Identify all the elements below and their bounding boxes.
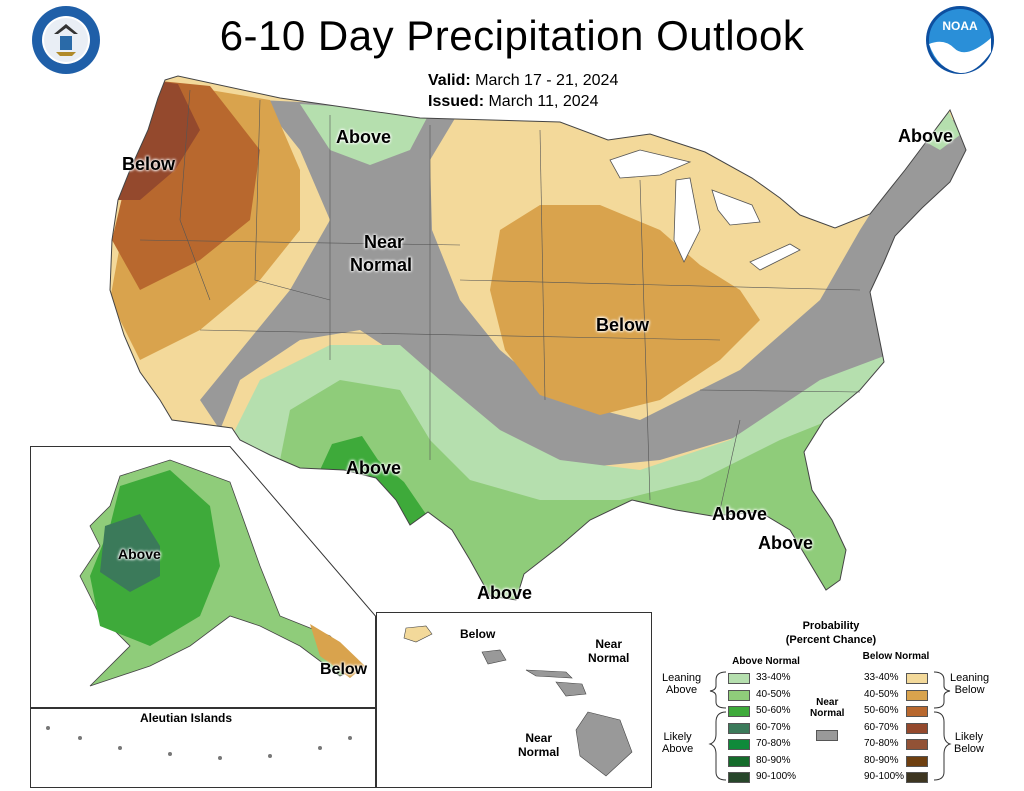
legend-leaning-above: Leaning Above: [662, 672, 702, 696]
legend-above-swatch: [728, 722, 750, 734]
label-above-southeast-2: Above: [758, 533, 814, 553]
legend-below-range-label: 80-90%: [864, 754, 899, 766]
legend-leaning-below: Leaning Below: [950, 672, 990, 696]
legend-above-swatch: [728, 689, 750, 701]
legend-below-range-label: 90-100%: [864, 771, 905, 782]
alaska-inset: [30, 446, 376, 708]
legend-below-range-label: 40-50%: [864, 688, 899, 700]
legend-above-range-label: 80-90%: [756, 754, 791, 766]
label-aleutian-islands: Aleutian Islands: [140, 711, 233, 725]
label-hawaii-near-normal-1: Near Normal: [588, 637, 630, 665]
legend-likely-above: Likely Above: [662, 731, 694, 755]
label-above-northeast: Above: [898, 126, 954, 146]
legend-braces-below: [933, 671, 952, 781]
legend-below-swatch: [906, 772, 928, 783]
legend-near-normal-label: Near Normal: [810, 697, 845, 719]
label-above-north: Above: [336, 127, 392, 147]
legend-above-swatch: [728, 739, 750, 750]
label-below-midwest: Below: [596, 315, 650, 335]
legend-subtitle: (Percent Chance): [785, 634, 877, 646]
label-above-southwest: Above: [346, 458, 402, 478]
legend-below-range-label: 33-40%: [864, 672, 899, 683]
legend-below-range-label: 60-70%: [864, 721, 899, 733]
legend-above-swatch: [728, 706, 750, 717]
legend-below-swatch: [906, 739, 928, 750]
legend-above-range-label: 50-60%: [756, 705, 791, 716]
legend-above-range-label: 60-70%: [756, 721, 791, 733]
legend-below-swatch: [906, 706, 928, 717]
legend-above-range-label: 40-50%: [756, 688, 791, 700]
legend-below-head: Below Normal: [862, 651, 930, 662]
legend-above-head: Above Normal: [732, 656, 800, 667]
map-title: 6-10 Day Precipitation Outlook: [219, 12, 805, 59]
legend-above-swatch: [728, 755, 750, 767]
legend-below-swatch: [906, 689, 928, 701]
legend-above-range-label: 90-100%: [756, 771, 797, 782]
legend-above-range-label: 33-40%: [756, 672, 791, 683]
legend-above-swatch: [728, 673, 750, 684]
legend-braces-above: [708, 671, 727, 781]
legend-below-range-label: 50-60%: [864, 705, 899, 716]
label-hawaii-near-normal-2: Near Normal: [518, 731, 560, 759]
commerce-seal-logo: [32, 6, 100, 74]
issued-label: Issued:: [428, 93, 485, 110]
legend-below-swatch: [906, 755, 928, 767]
label-near-normal-center: Near: [364, 232, 405, 252]
legend-near-normal-swatch: [816, 730, 838, 741]
legend-above-range-label: 70-80%: [756, 738, 791, 749]
noaa-logo-text: NOAA: [942, 19, 978, 33]
label-hawaii-below: Below: [460, 627, 496, 641]
issued-date: Issued: March 11, 2024: [428, 93, 598, 111]
label-below-northwest: Below: [122, 154, 176, 174]
aleutian-inset: [30, 708, 376, 788]
legend-likely-below: Likely Below: [954, 731, 984, 755]
legend-below-swatch: [906, 722, 928, 734]
valid-value: March 17 - 21, 2024: [475, 72, 619, 89]
label-near-normal-center-2: Normal: [350, 255, 413, 275]
legend-title: Probability: [802, 620, 860, 632]
label-alaska-above: Above: [118, 546, 161, 562]
label-above-southeast-1: Above: [712, 504, 768, 524]
label-above-gulf: Above: [477, 583, 533, 603]
hawaii-inset: [376, 612, 652, 788]
legend-below-swatch: [906, 673, 928, 684]
legend-below-range-label: 70-80%: [864, 738, 899, 749]
valid-label: Valid:: [428, 72, 471, 89]
label-alaska-below: Below: [320, 661, 368, 678]
legend-above-swatch: [728, 772, 750, 783]
noaa-logo: NOAA: [926, 6, 994, 74]
issued-value: March 11, 2024: [488, 93, 599, 110]
valid-dates: Valid: March 17 - 21, 2024: [428, 72, 618, 90]
